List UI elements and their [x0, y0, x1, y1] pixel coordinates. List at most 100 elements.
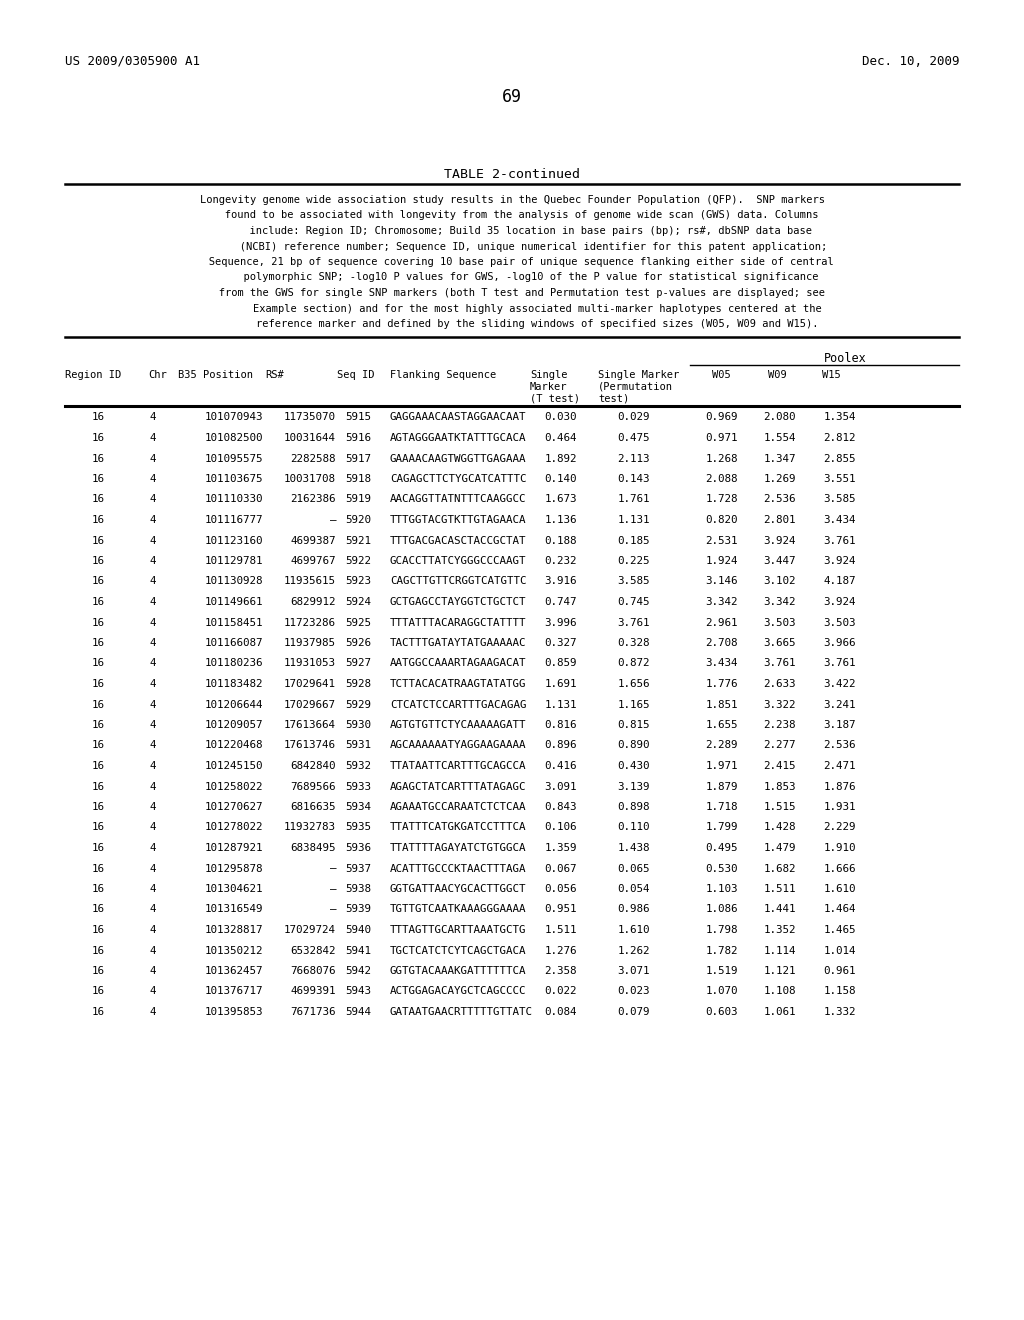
Text: 2.277: 2.277: [764, 741, 796, 751]
Text: 101103675: 101103675: [205, 474, 263, 484]
Text: 0.110: 0.110: [617, 822, 650, 833]
Text: 0.971: 0.971: [706, 433, 738, 444]
Text: 101149661: 101149661: [205, 597, 263, 607]
Text: 4: 4: [150, 966, 157, 975]
Text: 16: 16: [91, 986, 104, 997]
Text: 5927: 5927: [345, 659, 371, 668]
Text: GATAATGAACRTTTTTGTTATC: GATAATGAACRTTTTTGTTATC: [390, 1007, 534, 1016]
Text: Poolex: Poolex: [823, 351, 866, 364]
Text: 3.342: 3.342: [706, 597, 738, 607]
Text: 1.070: 1.070: [706, 986, 738, 997]
Text: 5915: 5915: [345, 412, 371, 422]
Text: 2.415: 2.415: [764, 762, 796, 771]
Text: 4: 4: [150, 762, 157, 771]
Text: 101183482: 101183482: [205, 678, 263, 689]
Text: 1.276: 1.276: [545, 945, 577, 956]
Text: reference marker and defined by the sliding windows of specified sizes (W05, W09: reference marker and defined by the slid…: [206, 319, 818, 329]
Text: 1.352: 1.352: [764, 925, 796, 935]
Text: AGAGCTATCARTTTATAGAGC: AGAGCTATCARTTTATAGAGC: [390, 781, 526, 792]
Text: 16: 16: [91, 412, 104, 422]
Text: GCTGAGCCTAYGGTCTGCTCT: GCTGAGCCTAYGGTCTGCTCT: [390, 597, 526, 607]
Text: 3.139: 3.139: [617, 781, 650, 792]
Text: 3.996: 3.996: [545, 618, 577, 627]
Text: TACTTTGATAYTATGAAAAAC: TACTTTGATAYTATGAAAAAC: [390, 638, 526, 648]
Text: 101278022: 101278022: [205, 822, 263, 833]
Text: 6842840: 6842840: [291, 762, 336, 771]
Text: 11931053: 11931053: [284, 659, 336, 668]
Text: 1.655: 1.655: [706, 719, 738, 730]
Text: 0.603: 0.603: [706, 1007, 738, 1016]
Text: 0.328: 0.328: [617, 638, 650, 648]
Text: Region ID: Region ID: [65, 370, 121, 380]
Text: 1.441: 1.441: [764, 904, 796, 915]
Text: 5918: 5918: [345, 474, 371, 484]
Text: ACTGGAGACAYGCTCAGCCCC: ACTGGAGACAYGCTCAGCCCC: [390, 986, 526, 997]
Text: 0.185: 0.185: [617, 536, 650, 545]
Text: 10031708: 10031708: [284, 474, 336, 484]
Text: 101328817: 101328817: [205, 925, 263, 935]
Text: 4: 4: [150, 803, 157, 812]
Text: CTCATCTCCARTTTGACAGAG: CTCATCTCCARTTTGACAGAG: [390, 700, 526, 710]
Text: 1.515: 1.515: [764, 803, 796, 812]
Text: 0.530: 0.530: [706, 863, 738, 874]
Text: AGTGTGTTCTYCAAAAAGATT: AGTGTGTTCTYCAAAAAGATT: [390, 719, 526, 730]
Text: TTATTTTAGAYATCTGTGGCA: TTATTTTAGAYATCTGTGGCA: [390, 843, 526, 853]
Text: Single Marker: Single Marker: [598, 370, 679, 380]
Text: 101130928: 101130928: [205, 577, 263, 586]
Text: 1.931: 1.931: [823, 803, 856, 812]
Text: 4: 4: [150, 536, 157, 545]
Text: 0.029: 0.029: [617, 412, 650, 422]
Text: 1.924: 1.924: [706, 556, 738, 566]
Text: 4: 4: [150, 515, 157, 525]
Text: 5919: 5919: [345, 495, 371, 504]
Text: 2.113: 2.113: [617, 454, 650, 463]
Text: 5923: 5923: [345, 577, 371, 586]
Text: 16: 16: [91, 536, 104, 545]
Text: 101270627: 101270627: [205, 803, 263, 812]
Text: 2.531: 2.531: [706, 536, 738, 545]
Text: 2.471: 2.471: [823, 762, 856, 771]
Text: 101245150: 101245150: [205, 762, 263, 771]
Text: 101209057: 101209057: [205, 719, 263, 730]
Text: 1.347: 1.347: [764, 454, 796, 463]
Text: AATGGCCAAARTAGAAGACAT: AATGGCCAAARTAGAAGACAT: [390, 659, 526, 668]
Text: Dec. 10, 2009: Dec. 10, 2009: [861, 55, 959, 69]
Text: 101376717: 101376717: [205, 986, 263, 997]
Text: 2.801: 2.801: [764, 515, 796, 525]
Text: 11937985: 11937985: [284, 638, 336, 648]
Text: 3.422: 3.422: [823, 678, 856, 689]
Text: Example section) and for the most highly associated multi-marker haplotypes cent: Example section) and for the most highly…: [203, 304, 821, 314]
Text: 6838495: 6838495: [291, 843, 336, 853]
Text: 3.434: 3.434: [823, 515, 856, 525]
Text: 5938: 5938: [345, 884, 371, 894]
Text: 5935: 5935: [345, 822, 371, 833]
Text: 1.799: 1.799: [706, 822, 738, 833]
Text: 16: 16: [91, 762, 104, 771]
Text: 2.961: 2.961: [706, 618, 738, 627]
Text: 0.030: 0.030: [545, 412, 577, 422]
Text: 17029724: 17029724: [284, 925, 336, 935]
Text: TGCTCATCTCYTCAGCTGACA: TGCTCATCTCYTCAGCTGACA: [390, 945, 526, 956]
Text: TTTGACGACASCTACCGCTAT: TTTGACGACASCTACCGCTAT: [390, 536, 526, 545]
Text: 3.503: 3.503: [823, 618, 856, 627]
Text: 1.718: 1.718: [706, 803, 738, 812]
Text: 1.359: 1.359: [545, 843, 577, 853]
Text: 101220468: 101220468: [205, 741, 263, 751]
Text: GCACCTTATCYGGGCCCAAGT: GCACCTTATCYGGGCCCAAGT: [390, 556, 526, 566]
Text: 5928: 5928: [345, 678, 371, 689]
Text: 11932783: 11932783: [284, 822, 336, 833]
Text: 1.061: 1.061: [764, 1007, 796, 1016]
Text: 0.896: 0.896: [545, 741, 577, 751]
Text: 6816635: 6816635: [291, 803, 336, 812]
Text: GGTGTACAAAKGATTTTTTCA: GGTGTACAAAKGATTTTTTCA: [390, 966, 526, 975]
Text: 1.438: 1.438: [617, 843, 650, 853]
Text: –: –: [330, 884, 336, 894]
Text: TTTGGTACGTKTTGTAGAACA: TTTGGTACGTKTTGTAGAACA: [390, 515, 526, 525]
Text: 16: 16: [91, 803, 104, 812]
Text: 11735070: 11735070: [284, 412, 336, 422]
Text: 2.708: 2.708: [706, 638, 738, 648]
Text: 5934: 5934: [345, 803, 371, 812]
Text: 2.633: 2.633: [764, 678, 796, 689]
Text: 0.951: 0.951: [545, 904, 577, 915]
Text: 1.851: 1.851: [706, 700, 738, 710]
